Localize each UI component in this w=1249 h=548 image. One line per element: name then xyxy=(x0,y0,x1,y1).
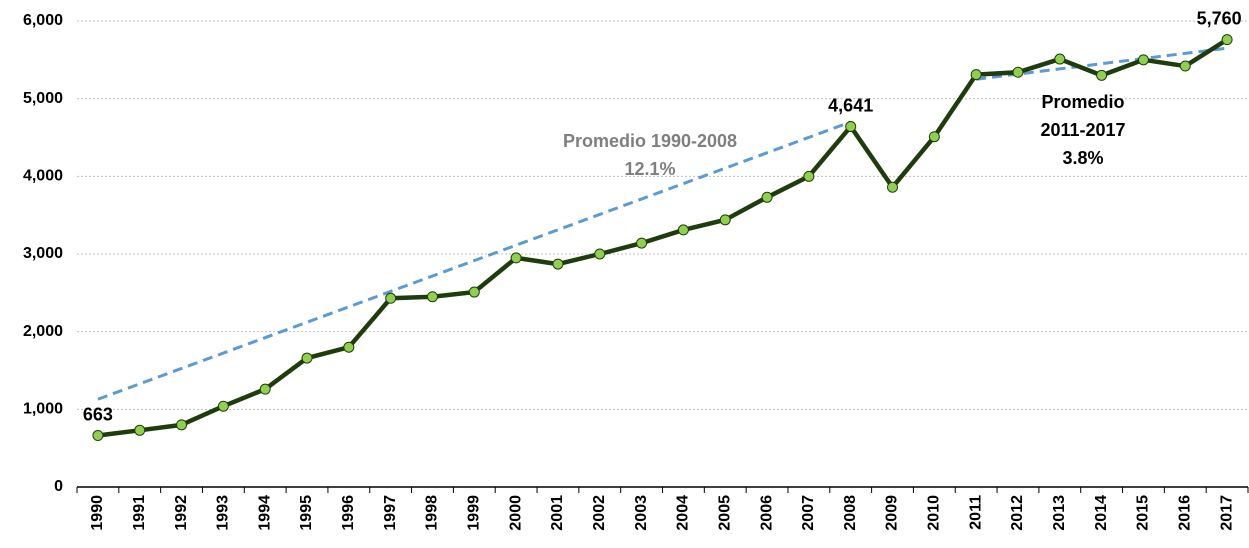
x-tick-label: 2016 xyxy=(1176,495,1193,531)
data-line xyxy=(97,37,1229,438)
data-label: 663 xyxy=(83,404,113,424)
y-tick-label: 2,000 xyxy=(23,323,63,340)
data-point xyxy=(468,286,480,298)
x-tick-label: 2000 xyxy=(507,495,524,531)
x-tick-label: 2007 xyxy=(800,495,817,531)
data-point xyxy=(134,424,146,436)
x-tick-label: 2006 xyxy=(758,495,775,531)
x-tick-label: 2011 xyxy=(967,495,984,530)
data-point xyxy=(636,237,648,249)
x-tick-label: 1990 xyxy=(89,495,106,531)
x-tick-label: 2015 xyxy=(1135,495,1152,531)
data-point xyxy=(1096,69,1108,81)
trend-label: Promedio xyxy=(1041,92,1124,112)
data-point xyxy=(552,258,564,270)
x-tick-label: 2005 xyxy=(716,495,733,531)
data-point xyxy=(803,170,815,182)
x-tick-label: 1992 xyxy=(173,495,190,531)
data-point xyxy=(217,400,229,412)
data-point xyxy=(970,69,982,81)
data-point xyxy=(301,352,313,364)
x-tick-label: 1997 xyxy=(382,495,399,531)
data-point xyxy=(761,191,773,203)
x-tick-label: 2001 xyxy=(549,495,566,531)
x-tick-label: 1995 xyxy=(298,495,315,531)
y-tick-label: 1,000 xyxy=(23,401,63,418)
data-point xyxy=(845,121,857,133)
y-tick-label: 0 xyxy=(54,478,63,495)
data-point xyxy=(426,291,438,303)
data-point xyxy=(1137,54,1149,66)
data-point xyxy=(1221,34,1233,46)
data-point xyxy=(719,214,731,226)
y-tick-label: 4,000 xyxy=(23,168,63,185)
x-tick-label: 1998 xyxy=(424,495,441,531)
y-tick-label: 6,000 xyxy=(23,12,63,29)
x-tick-label: 2010 xyxy=(926,495,943,531)
x-tick-label: 2014 xyxy=(1093,495,1110,531)
x-tick-label: 2017 xyxy=(1218,495,1235,531)
y-tick-label: 5,000 xyxy=(23,90,63,107)
data-point xyxy=(176,419,188,431)
trend-line xyxy=(975,46,1228,81)
x-tick-label: 1996 xyxy=(340,495,357,531)
data-point xyxy=(385,292,397,304)
data-point xyxy=(92,430,104,442)
x-tick-label: 1993 xyxy=(215,495,232,531)
x-tick-label: 2004 xyxy=(675,495,692,531)
trend-label: Promedio 1990-2008 xyxy=(563,131,737,151)
data-point xyxy=(1054,53,1066,65)
x-tick-label: 1999 xyxy=(466,495,483,531)
x-tick-label: 2002 xyxy=(591,495,608,531)
data-point xyxy=(677,224,689,236)
x-tick-label: 2009 xyxy=(884,495,901,531)
x-tick-label: 2012 xyxy=(1009,495,1026,531)
data-point xyxy=(594,248,606,260)
data-label: 5,760 xyxy=(1197,8,1242,28)
x-tick-label: 2003 xyxy=(633,495,650,531)
y-tick-label: 3,000 xyxy=(23,245,63,262)
data-point xyxy=(928,131,940,143)
x-tick-label: 2008 xyxy=(842,495,859,531)
data-point xyxy=(259,383,271,395)
x-tick-label: 1994 xyxy=(256,495,273,531)
x-tick-label: 2013 xyxy=(1051,495,1068,531)
data-point xyxy=(887,181,899,193)
data-point xyxy=(1179,60,1191,72)
data-point xyxy=(1012,66,1024,78)
trend-line xyxy=(97,120,852,401)
trend-label: 3.8% xyxy=(1062,148,1103,168)
data-point xyxy=(510,252,522,264)
trend-label: 2011-2017 xyxy=(1040,120,1125,140)
data-point xyxy=(343,341,355,353)
trend-label: 12.1% xyxy=(624,159,675,179)
data-label: 4,641 xyxy=(828,95,873,115)
x-tick-label: 1991 xyxy=(131,495,148,531)
